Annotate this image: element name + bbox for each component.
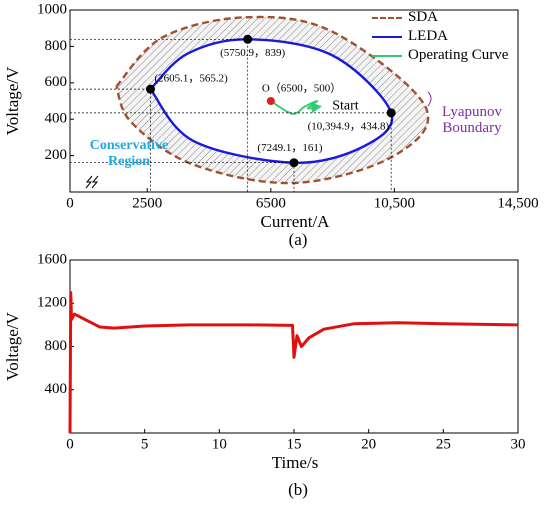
legend-label: SDA <box>408 9 439 25</box>
origin-label: O（6500，500） <box>262 82 341 95</box>
point-label: (7249.1，161) <box>257 142 322 154</box>
x-axis-label: Time/s <box>272 453 319 472</box>
x-tick-label: 0 <box>66 436 74 452</box>
region-label: Conservative Region <box>89 138 169 169</box>
point <box>289 158 299 168</box>
boundary-label: Lyapunov Boundary <box>442 104 502 136</box>
legend-item: Operating Curve <box>372 47 518 63</box>
legend-swatch <box>372 55 402 57</box>
caption: (b) <box>288 480 308 499</box>
legend-item: SDA <box>372 9 518 25</box>
x-tick-label: 10,500 <box>374 195 415 211</box>
axis-break <box>85 175 99 189</box>
x-axis-label: Current/A <box>261 212 331 231</box>
point <box>386 108 396 118</box>
point <box>243 34 253 44</box>
x-tick-label: 10 <box>212 436 227 452</box>
x-tick-label: 5 <box>141 436 149 452</box>
y-tick-label: 1200 <box>37 295 67 311</box>
x-tick-label: 20 <box>361 436 376 452</box>
y-tick-label: 1000 <box>37 1 67 17</box>
x-tick-label: 2500 <box>132 195 162 211</box>
y-tick-label: 800 <box>45 338 68 354</box>
caption: (a) <box>289 230 308 249</box>
y-axis-label: Voltage/V <box>3 311 22 380</box>
x-tick-label: 15 <box>287 436 302 452</box>
line-series <box>68 290 519 434</box>
series-curve <box>270 100 323 115</box>
y-tick-label: 400 <box>45 111 68 127</box>
y-tick-label: 1600 <box>37 251 67 267</box>
y-tick-label: 400 <box>45 381 68 397</box>
legend-label: LEDA <box>408 28 448 44</box>
y-tick-label: 600 <box>45 74 68 90</box>
x-tick-label: 6500 <box>256 195 286 211</box>
point <box>145 84 155 94</box>
point-label: (2605.1，565.2) <box>154 73 228 85</box>
boundary-pointer <box>427 91 432 107</box>
legend-swatch <box>372 36 402 38</box>
legend: SDA LEDA Operating Curve <box>372 9 518 66</box>
point-label: (10,394.9，434.8) <box>308 120 390 132</box>
y-tick-label: 200 <box>45 147 68 163</box>
start-label: Start <box>332 99 359 114</box>
x-tick-label: 30 <box>511 436 526 452</box>
y-tick-label: 800 <box>45 38 68 54</box>
point-label: (5750.9，839) <box>220 47 285 59</box>
legend-label: Operating Curve <box>408 47 509 63</box>
legend-swatch <box>372 17 402 19</box>
x-tick-label: 14,500 <box>497 195 538 211</box>
y-axis-label: Voltage/V <box>3 66 22 135</box>
legend-item: LEDA <box>372 28 518 44</box>
origin-point <box>266 97 275 105</box>
x-tick-label: 0 <box>66 195 74 211</box>
x-tick-label: 25 <box>436 436 451 452</box>
